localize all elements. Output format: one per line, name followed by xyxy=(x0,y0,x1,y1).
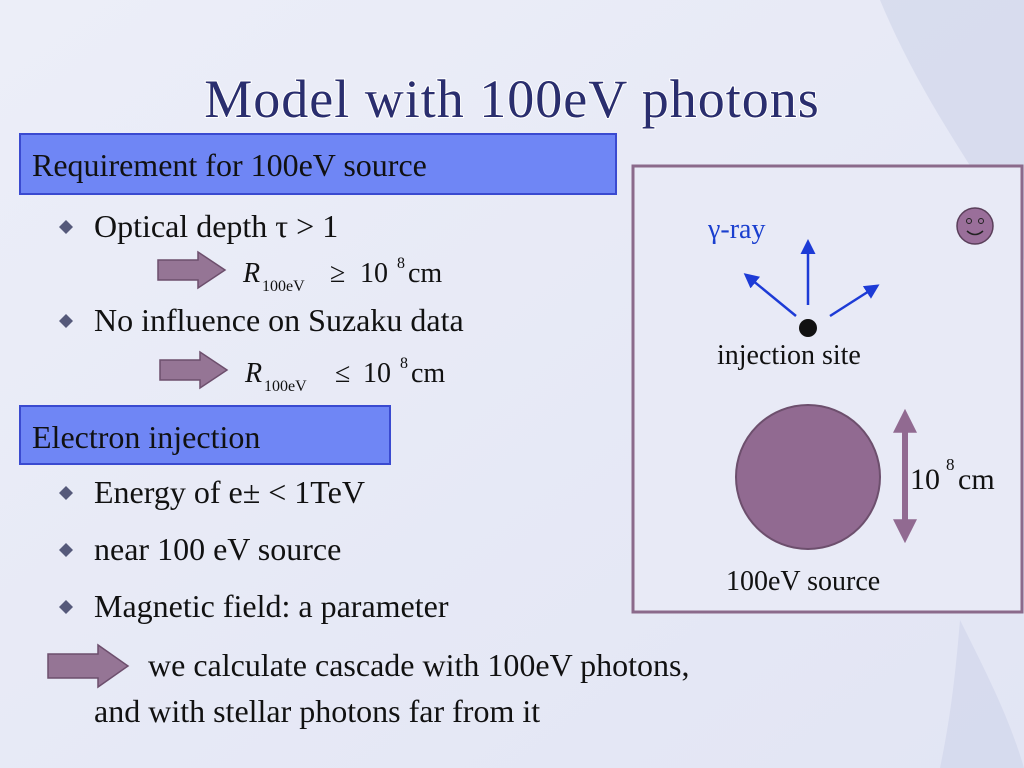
section-header-box xyxy=(19,133,617,195)
bullet xyxy=(59,543,73,557)
bullet-text: Magnetic field: a parameter xyxy=(94,588,449,624)
bullet-text: near 100 eV source xyxy=(94,531,341,567)
decoration xyxy=(940,620,1024,768)
smiley-eye xyxy=(966,218,972,224)
formula-subscript: 100eV xyxy=(262,278,305,295)
formula-symbol: R xyxy=(242,258,260,289)
formula-unit: cm xyxy=(408,258,442,289)
arrow xyxy=(47,643,130,689)
bullet xyxy=(59,600,73,614)
gamma-ray-label: γ-ray xyxy=(707,214,765,245)
bullet xyxy=(59,314,73,328)
formula-symbol: R xyxy=(244,358,262,389)
formula-exponent: 8 xyxy=(397,255,405,272)
arrow xyxy=(157,250,227,290)
section-header: Requirement for 100eV source xyxy=(32,147,427,183)
size-base: 10 xyxy=(910,463,940,496)
bullet-text: Energy of e± < 1TeV xyxy=(94,474,365,510)
arrow xyxy=(159,350,229,390)
formula-unit: cm xyxy=(411,358,445,389)
smiley-mouth xyxy=(966,230,984,236)
size-exponent: 8 xyxy=(946,455,955,474)
source-disk xyxy=(735,404,881,550)
conclusion-line: we calculate cascade with 100eV photons, xyxy=(148,647,689,683)
section-header: Electron injection xyxy=(32,419,260,455)
gamma-arrow xyxy=(829,284,880,318)
bullet xyxy=(59,486,73,500)
smiley-icon xyxy=(956,207,994,245)
section-header-box xyxy=(19,405,391,465)
size-unit: cm xyxy=(958,463,995,496)
conclusion-line: and with stellar photons far from it xyxy=(94,693,540,729)
formula-exponent: 8 xyxy=(400,355,408,372)
source-label: 100eV source xyxy=(726,566,880,597)
formula-subscript: 100eV xyxy=(264,378,307,395)
injection-point xyxy=(799,319,817,337)
bullet-text: Optical depth τ > 1 xyxy=(94,208,338,244)
bullet-text: No influence on Suzaku data xyxy=(94,302,464,338)
decoration xyxy=(880,0,1024,260)
formula-relation: ≤ xyxy=(335,358,350,389)
injection-site-label: injection site xyxy=(717,340,861,371)
formula-base: 10 xyxy=(363,358,391,389)
slide-title: Model with 100eV photons xyxy=(204,69,820,129)
smiley-eye xyxy=(978,218,984,224)
formula-base: 10 xyxy=(360,258,388,289)
formula-relation: ≥ xyxy=(330,258,345,289)
gamma-arrow xyxy=(743,273,797,317)
bullet xyxy=(59,220,73,234)
